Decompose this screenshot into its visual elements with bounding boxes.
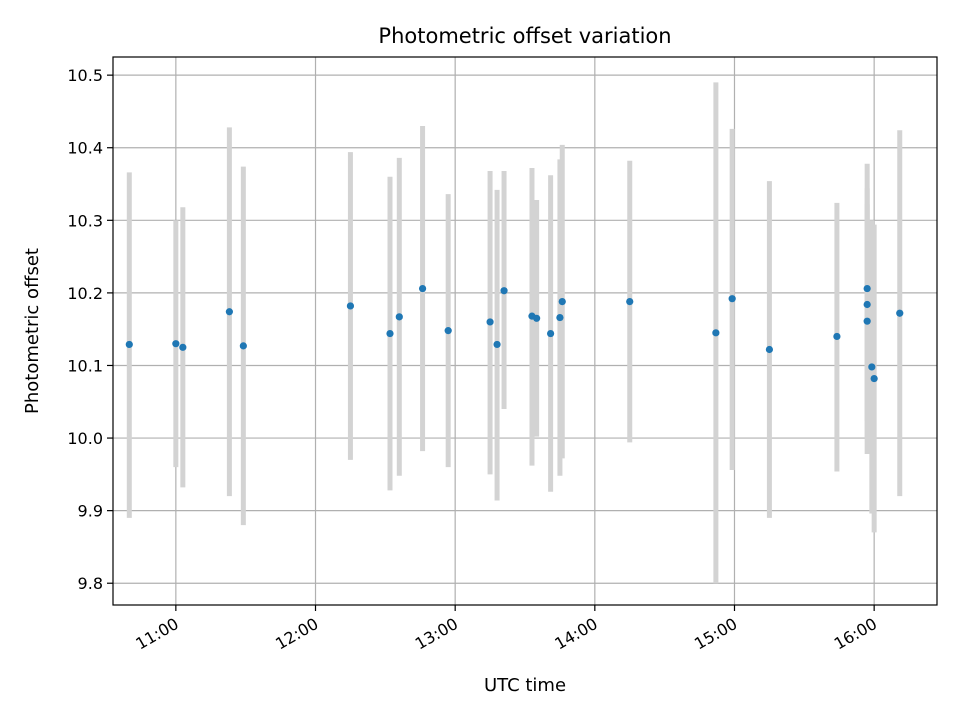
- y-axis-ticks: 9.8 9.9 10.0 10.1 10.2 10.3 10.4 10.5: [67, 66, 113, 593]
- y-tick-label: 10.4: [67, 139, 103, 158]
- data-point: [500, 287, 508, 295]
- data-point: [386, 329, 394, 338]
- data-point: [225, 308, 233, 316]
- data-point: [172, 340, 180, 348]
- data-point: [863, 284, 871, 293]
- data-point: [179, 343, 187, 351]
- x-axis-title: UTC time: [484, 675, 566, 696]
- data-point: [728, 295, 736, 303]
- y-axis-title: Photometric offset: [22, 248, 43, 414]
- y-tick-label: 9.8: [78, 574, 103, 593]
- data-point: [395, 313, 403, 321]
- y-tick-label: 10.3: [67, 211, 103, 230]
- y-tick-label: 10.1: [67, 356, 103, 375]
- data-point: [765, 345, 774, 354]
- data-point: [125, 340, 133, 349]
- y-tick-label: 10.0: [67, 429, 103, 448]
- data-point: [547, 329, 555, 338]
- data-point: [712, 329, 720, 337]
- data-point: [418, 284, 427, 293]
- data-point: [870, 374, 878, 383]
- y-tick-label: 10.5: [67, 66, 103, 85]
- data-point: [239, 342, 247, 350]
- data-point: [493, 340, 501, 349]
- data-point: [533, 314, 541, 322]
- chart-title: Photometric offset variation: [378, 24, 671, 48]
- y-tick-label: 10.2: [67, 284, 103, 303]
- plot-frame: [112, 56, 938, 606]
- data-point: [863, 317, 871, 325]
- data-point: [556, 313, 564, 322]
- data-point: [896, 309, 904, 317]
- data-point: [444, 327, 452, 335]
- y-tick-label: 9.9: [78, 502, 103, 521]
- data-point: [863, 300, 871, 309]
- data-points: [125, 284, 904, 383]
- data-point: [626, 298, 634, 306]
- data-point: [486, 318, 494, 326]
- data-point: [833, 332, 841, 341]
- data-point: [558, 298, 566, 306]
- data-point: [346, 302, 355, 310]
- data-point: [868, 363, 876, 371]
